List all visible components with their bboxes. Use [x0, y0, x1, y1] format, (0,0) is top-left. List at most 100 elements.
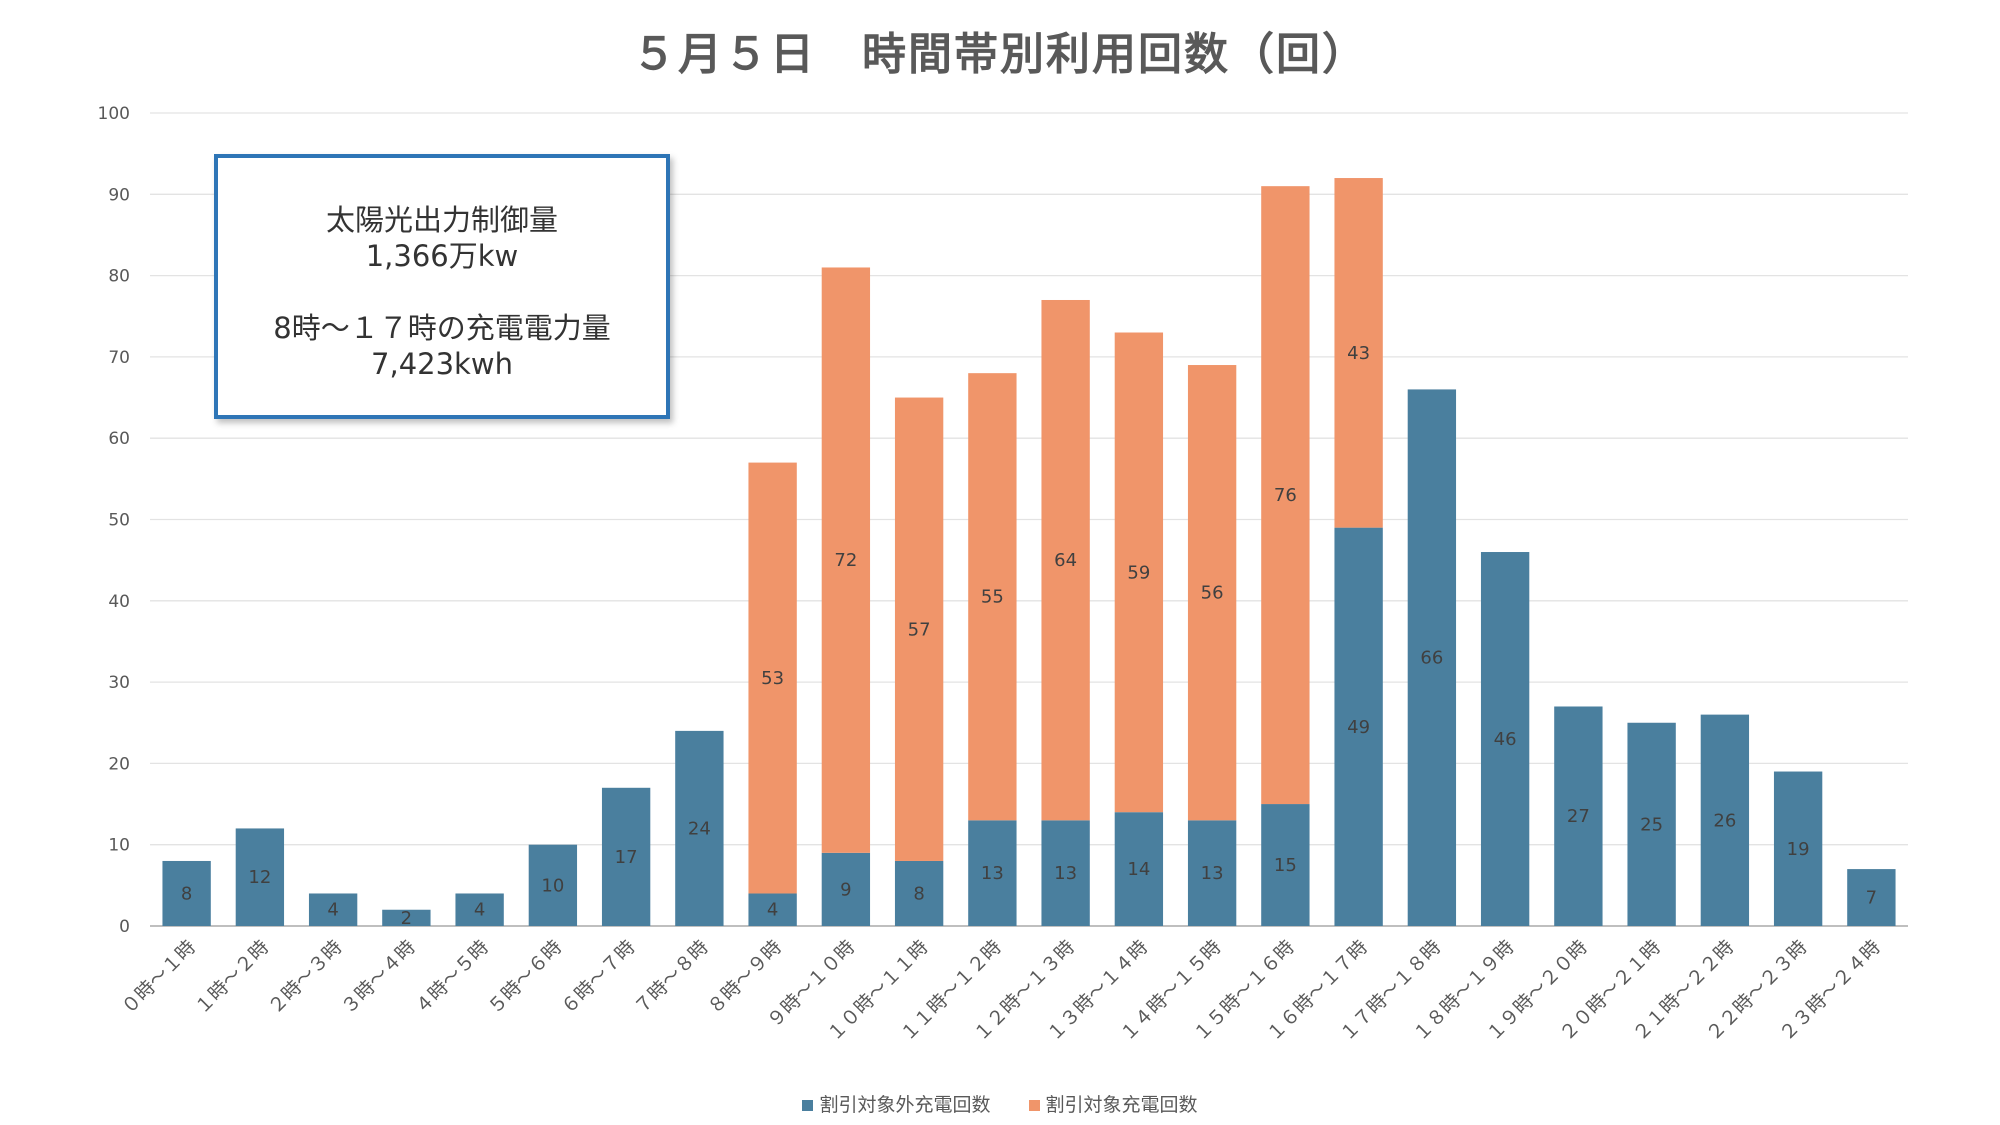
bar-value-label: 13 — [1201, 863, 1224, 884]
chart-title: ５月５日 時間帯別利用回数（回） — [632, 29, 1368, 80]
bar-value-label: 4 — [327, 900, 338, 921]
x-tick-label: ０時～１時 — [117, 936, 200, 1019]
legend-swatch-discount — [1028, 1100, 1040, 1111]
bar-non-discount — [1041, 820, 1090, 926]
bar-value-label: 53 — [761, 668, 784, 689]
bar-value-label: 66 — [1420, 648, 1443, 669]
bar-non-discount — [1480, 552, 1530, 926]
x-tick-label: ４時～５時 — [410, 936, 493, 1019]
legend-label-discount: 割引対象充電回数 — [1045, 1094, 1198, 1116]
legend-item-discount: 割引対象充電回数 — [1028, 1090, 1198, 1117]
bar-discount — [968, 373, 1017, 821]
y-axis-ticks: 0 10 20 30 40 50 60 70 80 90 100 — [98, 104, 130, 937]
bar-non-discount — [1187, 820, 1237, 926]
bar-non-discount — [308, 893, 358, 926]
bar-value-label: 12 — [248, 867, 271, 888]
bar-value-label: 15 — [1274, 855, 1297, 876]
annotation-line-3: 8時～１７時の充電電力量 — [273, 311, 611, 345]
y-tick-label: 30 — [108, 673, 130, 693]
legend-label-non-discount: 割引対象外充電回数 — [819, 1094, 991, 1116]
bar-value-label: 25 — [1640, 814, 1663, 835]
legend: 割引対象外充電回数 割引対象充電回数 — [0, 1090, 2000, 1117]
bar-value-label: 13 — [1054, 863, 1077, 884]
y-tick-label: 0 — [119, 917, 130, 937]
bar-discount — [1114, 332, 1164, 813]
bar-non-discount — [1407, 389, 1457, 926]
bar-discount — [894, 397, 944, 861]
bar-non-discount — [1627, 722, 1676, 926]
bar-non-discount — [821, 852, 871, 926]
bar-discount — [1261, 186, 1310, 805]
bar-value-label: 43 — [1347, 343, 1370, 364]
y-tick-label: 80 — [108, 267, 130, 287]
bar-discount — [1041, 299, 1090, 821]
bar-value-label: 17 — [615, 847, 638, 868]
bar-value-label: 56 — [1201, 583, 1224, 604]
bar-value-label: 7 — [1866, 888, 1877, 909]
annotation-line-4: 7,423kwh — [371, 347, 513, 381]
bar-discount — [748, 462, 797, 894]
bar-non-discount — [235, 828, 285, 926]
legend-item-non-discount: 割引対象外充電回数 — [802, 1090, 990, 1117]
bar-value-label: 14 — [1127, 859, 1150, 880]
bar-non-discount — [162, 860, 211, 926]
bar-value-label: 8 — [181, 883, 192, 904]
bar-value-label: 13 — [981, 863, 1004, 884]
y-tick-label: 70 — [108, 348, 130, 368]
bar-non-discount — [528, 844, 578, 926]
bar-value-label: 24 — [688, 818, 711, 839]
x-tick-label: ２時～３時 — [264, 936, 347, 1019]
bar-non-discount — [968, 820, 1017, 926]
bar-non-discount — [748, 893, 797, 926]
bar-value-label: 46 — [1494, 729, 1517, 750]
bar-non-discount — [1700, 714, 1750, 926]
x-tick-label: ７時～８時 — [630, 936, 713, 1019]
bar-value-label: 10 — [541, 875, 564, 896]
legend-swatch-non-discount — [802, 1100, 814, 1111]
bar-non-discount — [675, 730, 724, 926]
bars — [162, 178, 1896, 926]
bar-value-label: 9 — [840, 879, 851, 900]
bar-value-label: 59 — [1127, 562, 1150, 583]
x-axis-ticks: ０時～１時１時～２時２時～３時３時～４時４時～５時５時～６時６時～７時７時～８時… — [117, 936, 1884, 1046]
x-tick-label: １時～２時 — [191, 936, 274, 1019]
bar-value-label: 72 — [834, 550, 857, 571]
bar-value-label: 19 — [1787, 839, 1810, 860]
bar-value-label: 55 — [981, 587, 1004, 608]
y-tick-label: 90 — [108, 185, 130, 205]
annotation-line-2: 1,366万kw — [365, 239, 519, 273]
bar-value-label: 64 — [1054, 550, 1077, 571]
bar-value-label: 26 — [1713, 810, 1736, 831]
y-tick-label: 50 — [108, 511, 130, 531]
bar-non-discount — [1261, 804, 1310, 926]
y-tick-label: 60 — [108, 429, 130, 449]
y-tick-label: 40 — [108, 592, 130, 612]
annotation-line-1: 太陽光出力制御量 — [325, 203, 558, 237]
y-tick-label: 10 — [108, 836, 130, 856]
bar-non-discount — [1554, 706, 1603, 926]
bar-non-discount — [382, 909, 431, 926]
bar-discount — [1334, 178, 1383, 528]
bar-non-discount — [1114, 812, 1164, 926]
bar-value-label: 4 — [474, 900, 485, 921]
bar-non-discount — [455, 893, 504, 926]
bar-discount — [821, 267, 871, 853]
y-tick-label: 100 — [98, 104, 130, 124]
y-tick-label: 20 — [108, 754, 130, 774]
bar-value-label: 27 — [1567, 806, 1590, 827]
bar-non-discount — [894, 860, 944, 926]
bar-value-label: 49 — [1347, 717, 1370, 738]
x-tick-label: ５時～６時 — [484, 936, 567, 1019]
bar-non-discount — [1773, 771, 1823, 926]
bar-value-label: 2 — [401, 908, 412, 929]
bar-non-discount — [1334, 527, 1383, 926]
bar-discount — [1187, 365, 1237, 821]
x-tick-label: ６時～７時 — [557, 936, 640, 1019]
bar-value-label: 57 — [908, 619, 931, 640]
bar-value-label: 76 — [1274, 485, 1297, 506]
annotation-box: 太陽光出力制御量 1,366万kw 8時～１７時の充電電力量 7,423kwh — [214, 154, 670, 419]
bar-non-discount — [601, 787, 651, 926]
bar-value-label: 4 — [767, 900, 778, 921]
